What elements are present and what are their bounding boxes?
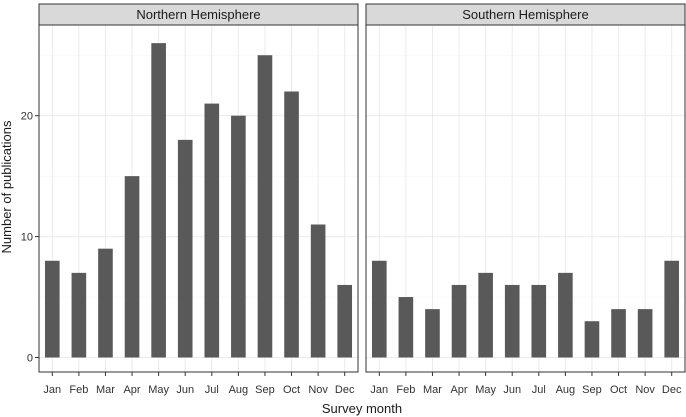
facet-panel-1: Northern Hemisphere Jan Feb Mar Apr May Jun Jul…	[38, 3, 359, 396]
bar-jan	[371, 260, 387, 358]
x-tick-label: Jun	[503, 384, 521, 396]
x-tick-label: Oct	[610, 384, 627, 396]
x-tick-label: Jan	[43, 384, 61, 396]
x-tick-label: Sep	[255, 384, 275, 396]
bar-jul	[531, 284, 547, 358]
y-tick-label: 10	[21, 232, 33, 244]
x-tick-label: Apr	[123, 384, 140, 396]
panels-layer: Northern Hemisphere Jan Feb Mar Apr May Jun Jul…	[38, 3, 686, 396]
y-axis: 0 10 20	[21, 111, 39, 364]
x-axis-title: Survey month	[322, 401, 402, 416]
facet-strip-label: Southern Hemisphere	[462, 7, 588, 22]
bar-dec	[664, 260, 680, 358]
facet-panel-2: Southern Hemisphere Jan Feb Mar Apr May Jun Jul…	[365, 3, 686, 396]
bar-oct	[284, 91, 299, 358]
x-tick-label: May	[148, 384, 169, 396]
bar-may	[151, 43, 166, 358]
x-tick-label: Jun	[176, 384, 194, 396]
x-tick-label: Jul	[532, 384, 546, 396]
x-tick-label: Apr	[450, 384, 467, 396]
x-tick-label: Sep	[582, 384, 602, 396]
bar-aug	[558, 272, 573, 358]
bar-dec	[337, 284, 353, 358]
bar-feb	[71, 272, 87, 358]
panel-background	[366, 25, 685, 372]
x-tick-label: Dec	[335, 384, 355, 396]
x-tick-label: Oct	[283, 384, 300, 396]
x-tick-label: Jul	[205, 384, 219, 396]
x-tick-label: Jan	[370, 384, 388, 396]
facet-strip-label: Northern Hemisphere	[136, 7, 260, 22]
x-tick-label: Nov	[635, 384, 655, 396]
bar-jun	[504, 284, 520, 358]
bar-jul	[204, 103, 220, 358]
x-tick-label: Nov	[308, 384, 328, 396]
x-tick-label: Feb	[396, 384, 415, 396]
bar-jun	[177, 139, 193, 358]
bar-nov	[637, 309, 653, 358]
y-tick-label: 20	[21, 111, 33, 123]
bar-sep	[257, 55, 273, 358]
bar-apr	[124, 176, 140, 358]
bar-aug	[231, 115, 246, 358]
panel-border	[365, 24, 686, 373]
bar-feb	[398, 297, 414, 358]
x-tick-label: Aug	[556, 384, 576, 396]
panel-border	[38, 24, 359, 373]
bar-jan	[44, 260, 60, 358]
x-tick-label: Dec	[662, 384, 682, 396]
panel-background	[39, 25, 358, 372]
bar-may	[478, 272, 493, 358]
x-tick-label: May	[475, 384, 496, 396]
y-tick-label: 0	[27, 352, 33, 364]
x-tick-label: Mar	[96, 384, 115, 396]
bar-oct	[611, 309, 626, 358]
y-axis-title: Number of publications	[0, 120, 14, 253]
x-tick-label: Mar	[423, 384, 442, 396]
bar-mar	[98, 248, 113, 358]
bar-nov	[310, 224, 326, 358]
bar-sep	[584, 321, 600, 358]
x-tick-label: Feb	[69, 384, 88, 396]
bar-apr	[451, 284, 467, 358]
x-tick-label: Aug	[229, 384, 249, 396]
bar-mar	[425, 309, 440, 358]
